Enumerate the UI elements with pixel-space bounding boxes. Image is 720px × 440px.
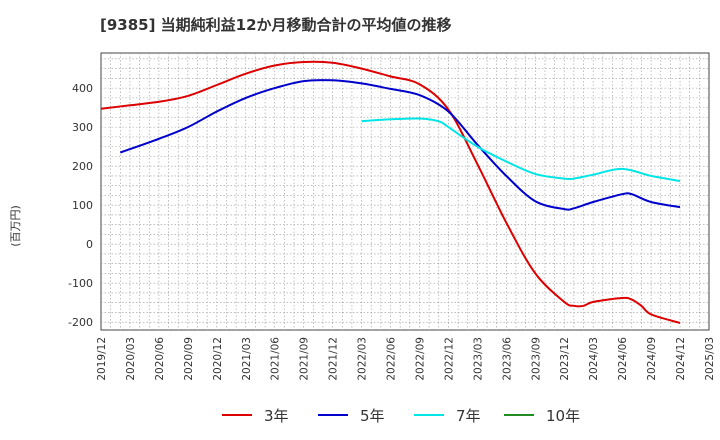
x-tick-label: 2022/03 (357, 337, 369, 381)
x-tick-label: 2023/09 (530, 337, 542, 381)
x-tick-label: 2022/12 (443, 337, 455, 381)
plot-area (100, 52, 710, 331)
x-tick-label: 2023/12 (559, 337, 571, 381)
x-tick-label: 2021/09 (299, 337, 311, 381)
y-tick-label: -100 (68, 277, 93, 290)
y-tick-label: 400 (72, 82, 93, 95)
y-tick-label: 200 (72, 160, 93, 173)
series-line-7年 (361, 117, 681, 182)
y-tick-label: 100 (72, 199, 93, 212)
legend-swatch (318, 414, 348, 416)
x-tick-label: 2021/03 (241, 337, 253, 381)
legend-label: 10年 (546, 407, 581, 425)
x-tick-label: 2022/06 (386, 337, 398, 381)
legend-label: 3年 (264, 407, 289, 425)
legend: 3年 5年 7年 10年 (0, 396, 720, 436)
legend-swatch (414, 414, 444, 416)
x-tick-label: 2024/09 (646, 337, 658, 381)
x-tick-label: 2020/03 (125, 337, 137, 381)
chart-title: [9385] 当期純利益12か月移動合計の平均値の推移 (100, 16, 452, 34)
x-tick-label: 2022/09 (414, 337, 426, 381)
series-line-3年 (100, 60, 681, 324)
x-tick-label: 2024/06 (617, 337, 629, 381)
y-tick-label: 300 (72, 121, 93, 134)
x-tick-label: 2021/06 (270, 337, 282, 381)
legend-swatch (222, 414, 252, 416)
legend-label: 7年 (456, 407, 481, 425)
legend-label: 5年 (360, 407, 385, 425)
legend-swatch (504, 414, 534, 416)
y-tick-label: -200 (68, 316, 93, 329)
x-tick-label: 2020/09 (183, 337, 195, 381)
x-tick-label: 2023/06 (501, 337, 513, 381)
x-tick-label: 2024/12 (675, 337, 687, 381)
x-tick-label: 2023/03 (472, 337, 484, 381)
x-tick-label: 2020/06 (154, 337, 166, 381)
x-tick-label: 2021/12 (328, 337, 340, 381)
x-tick-label: 2025/03 (704, 337, 716, 381)
x-tick-label: 2024/03 (588, 337, 600, 381)
y-tick-label: 0 (86, 238, 93, 251)
series-line-5年 (119, 79, 681, 211)
x-tick-label: 2019/12 (96, 337, 108, 381)
x-tick-label: 2020/12 (212, 337, 224, 381)
